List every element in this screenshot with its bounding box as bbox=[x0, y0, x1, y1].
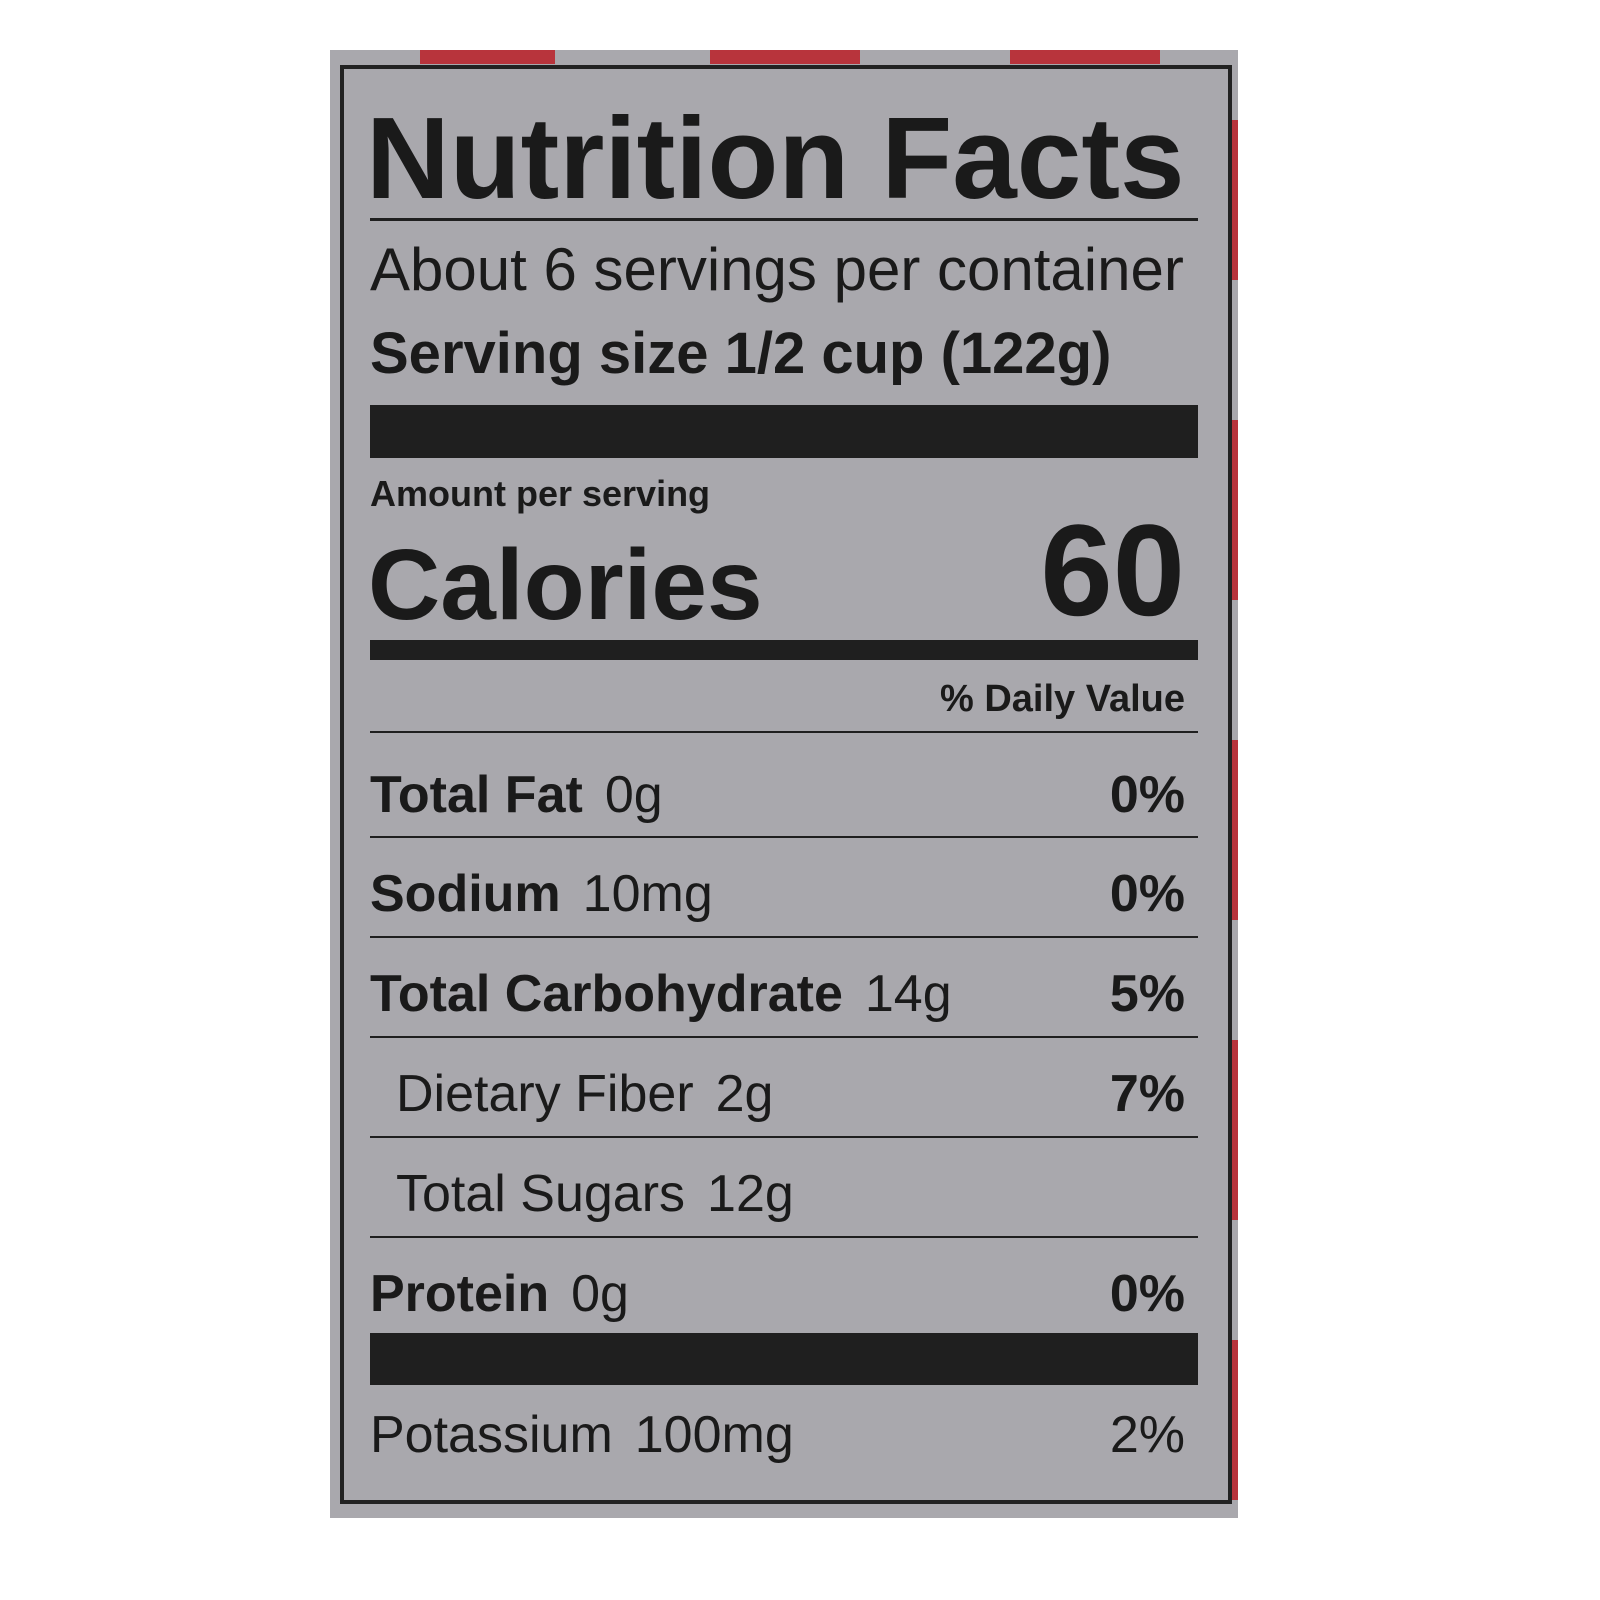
nutrient-dv: 5% bbox=[1109, 965, 1185, 1023]
label-border bbox=[340, 65, 1232, 1504]
red-stripe bbox=[1010, 50, 1160, 64]
thick-divider bbox=[370, 640, 1198, 660]
nutrient-name: Dietary Fiber bbox=[396, 1065, 694, 1123]
nutrient-row: Potassium 100mg 2% bbox=[370, 1405, 1185, 1465]
nutrient-row: Protein 0g 0% bbox=[370, 1264, 1185, 1324]
divider bbox=[370, 936, 1198, 938]
nutrient-amount: 12g bbox=[707, 1165, 794, 1223]
nutrient-dv: 0% bbox=[1109, 865, 1185, 923]
nutrient-dv: 7% bbox=[1109, 1065, 1185, 1123]
nutrient-row: Total Sugars 12g bbox=[370, 1164, 1185, 1224]
nutrient-row: Total Carbohydrate 14g 5% bbox=[370, 964, 1185, 1024]
nutrient-row: Dietary Fiber 2g 7% bbox=[370, 1064, 1185, 1124]
nutrient-dv: 2% bbox=[1109, 1406, 1185, 1464]
divider bbox=[370, 836, 1198, 838]
servings: About 6 servings per container bbox=[370, 236, 1184, 303]
red-stripe bbox=[1229, 120, 1238, 280]
nutrient-name: Potassium bbox=[370, 1406, 613, 1464]
red-stripe bbox=[1229, 1040, 1238, 1220]
nutrient-amount: 0g bbox=[604, 766, 663, 824]
amount-per-serving: Amount per serving bbox=[370, 473, 711, 514]
nutrient-amount: 14g bbox=[864, 965, 952, 1023]
nutrient-row: Total Fat 0g 0% bbox=[370, 765, 1185, 825]
divider bbox=[370, 1036, 1198, 1038]
red-stripe bbox=[1229, 420, 1238, 600]
red-stripe bbox=[710, 50, 860, 64]
divider bbox=[370, 1136, 1198, 1138]
nutrient-amount: 2g bbox=[715, 1065, 774, 1123]
label-background bbox=[330, 50, 1238, 1518]
thick-divider bbox=[370, 1333, 1198, 1385]
nutrient-amount: 10mg bbox=[582, 865, 713, 923]
nutrient-amount: 0g bbox=[571, 1265, 629, 1323]
thick-divider bbox=[370, 405, 1198, 458]
red-stripe bbox=[420, 50, 555, 64]
title: Nutrition Facts bbox=[366, 93, 1185, 223]
nutrient-name: Total Carbohydrate bbox=[370, 965, 843, 1023]
nutrient-row: Sodium 10mg 0% bbox=[370, 864, 1185, 924]
nutrient-name: Total Fat bbox=[370, 766, 583, 824]
daily-value-header: % Daily Value bbox=[939, 678, 1185, 720]
calories-value: 60 bbox=[1040, 497, 1185, 643]
serving-size: Serving size 1/2 cup (122g) bbox=[370, 321, 1112, 386]
nutrient-name: Total Sugars bbox=[396, 1165, 686, 1223]
divider bbox=[370, 731, 1198, 733]
nutrient-name: Sodium bbox=[370, 865, 561, 923]
red-stripe bbox=[1229, 740, 1238, 920]
calories-label: Calories bbox=[368, 529, 763, 641]
nutrient-dv: 0% bbox=[1109, 766, 1185, 824]
divider bbox=[370, 1236, 1198, 1238]
nutrient-dv: 0% bbox=[1109, 1265, 1185, 1323]
red-stripe bbox=[1229, 1340, 1238, 1500]
divider bbox=[370, 218, 1198, 221]
nutrient-amount: 100mg bbox=[634, 1406, 794, 1464]
nutrient-name: Protein bbox=[370, 1265, 550, 1323]
